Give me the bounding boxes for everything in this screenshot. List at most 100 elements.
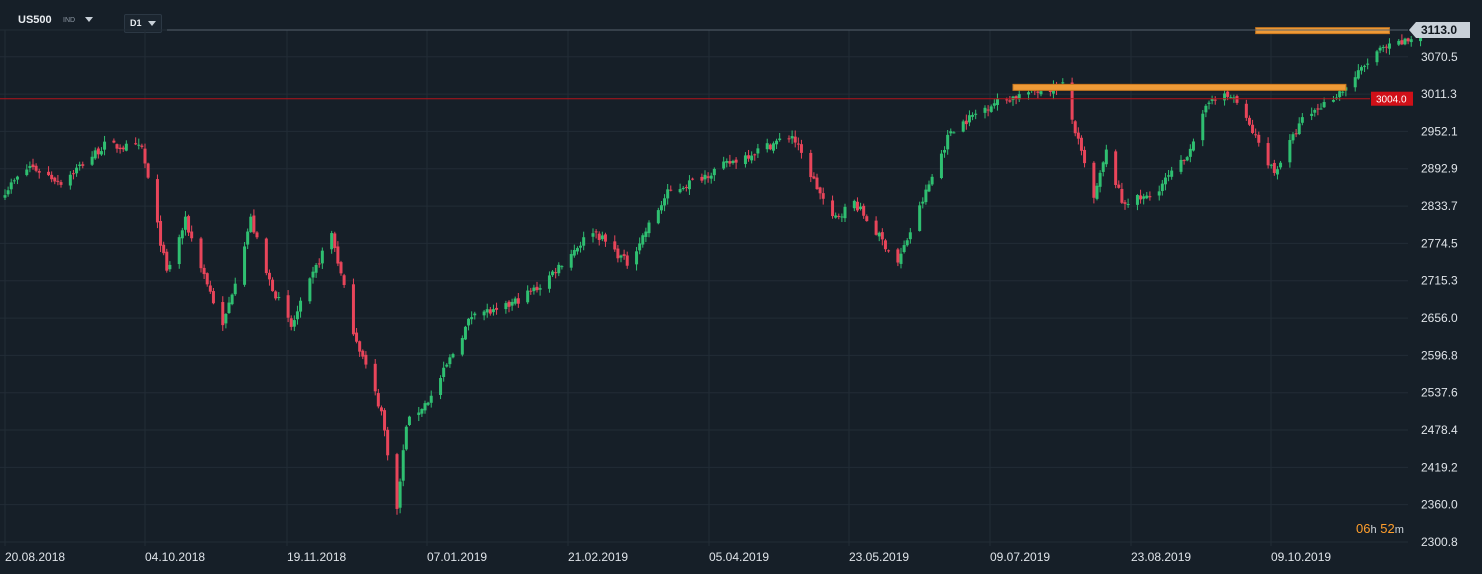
resistance-zone-bar[interactable] (1012, 83, 1347, 91)
candle-body (1288, 140, 1292, 163)
candle-body (28, 166, 32, 168)
time-axis-tick-label[interactable]: 23.05.2019 (849, 550, 909, 564)
candle-body (1101, 162, 1105, 172)
candle-body (799, 144, 803, 153)
candle-body (1070, 82, 1074, 120)
candle-body (700, 176, 704, 181)
candle-body (168, 264, 172, 270)
candle-body (333, 233, 337, 248)
candle-body (983, 107, 987, 113)
candle-body (358, 341, 362, 352)
candle-body (821, 193, 825, 199)
candle-body (1341, 91, 1345, 93)
candle-body (1092, 162, 1096, 198)
chevron-down-icon[interactable] (85, 17, 93, 22)
candle-body (625, 255, 629, 266)
candle-body (613, 241, 617, 250)
candle-body (1235, 96, 1239, 103)
candle-body (243, 246, 247, 285)
candle-body (603, 234, 607, 242)
candle-body (943, 150, 947, 153)
candle-body (1142, 196, 1146, 199)
candle-body (859, 206, 863, 209)
price-axis-tick-label[interactable]: 2833.7 (1421, 199, 1458, 213)
price-axis-tick-label[interactable]: 2656.0 (1421, 311, 1458, 325)
candle-body (93, 150, 97, 159)
candle-body (1356, 70, 1360, 79)
candle-body (187, 216, 191, 233)
resistance-zone-bar[interactable] (1255, 27, 1390, 35)
candle-body (616, 248, 620, 259)
price-axis-tick-label[interactable]: 2419.2 (1421, 460, 1458, 474)
candle-body (535, 286, 539, 291)
price-axis-tick-label[interactable]: 2537.6 (1421, 386, 1458, 400)
candle-body (470, 317, 474, 320)
candle-body (485, 309, 489, 313)
candle-body (227, 302, 231, 314)
candle-body (1254, 134, 1258, 136)
candle-body (641, 235, 645, 245)
time-axis-tick-label[interactable]: 09.07.2019 (990, 550, 1050, 564)
candle-body (1223, 93, 1227, 101)
time-axis-tick-label[interactable]: 09.10.2019 (1271, 550, 1331, 564)
candle-body (513, 298, 517, 304)
price-axis-tick-label[interactable]: 2952.1 (1421, 124, 1458, 138)
time-axis-tick-label[interactable]: 21.02.2019 (568, 550, 628, 564)
time-axis[interactable]: 20.08.2018 04.10.2018 19.11.2018 07.01.2019… (5, 550, 1331, 564)
price-axis-tick-label[interactable]: 2596.8 (1421, 348, 1458, 362)
candle-body (1406, 38, 1410, 42)
candle-body (473, 313, 477, 316)
candle-body (902, 245, 906, 253)
candle-body (448, 357, 452, 365)
candle-body (267, 272, 271, 280)
time-axis-tick-label[interactable]: 19.11.2018 (287, 550, 346, 564)
timeframe-selector[interactable]: D1 (124, 14, 162, 33)
candle-body (731, 160, 735, 163)
candle-body (1123, 202, 1127, 204)
candle-body (974, 113, 978, 115)
candle-body (295, 311, 299, 320)
price-axis-tick-label[interactable]: 2774.5 (1421, 236, 1458, 250)
candle-body (709, 175, 713, 179)
candle-body (1226, 91, 1230, 97)
candle-body (47, 171, 51, 176)
price-axis-tick-label[interactable]: 2300.8 (1421, 535, 1458, 549)
time-axis-tick-label[interactable]: 23.08.2019 (1131, 550, 1191, 564)
candle-body (896, 249, 900, 263)
candle-body (467, 318, 471, 326)
candle-body (246, 231, 250, 245)
price-axis-tick-label[interactable]: 3011.3 (1421, 87, 1457, 101)
candle-body (768, 144, 772, 150)
candle-body (429, 395, 433, 403)
price-axis-tick-label[interactable]: 2892.9 (1421, 162, 1458, 176)
candle-body (712, 168, 716, 176)
price-axis-tick-label[interactable]: 2478.4 (1421, 423, 1458, 437)
candle-body (703, 174, 707, 180)
candle-body (734, 159, 738, 163)
candle-body (320, 250, 324, 264)
candle-body (684, 186, 688, 188)
candle-body (765, 143, 769, 150)
candle-body (379, 407, 383, 412)
symbol-label[interactable]: US500 (18, 14, 52, 26)
candle-body (208, 285, 212, 292)
candle-body (1188, 148, 1192, 157)
time-axis-tick-label[interactable]: 04.10.2018 (145, 550, 205, 564)
price-axis-tick-label[interactable]: 3070.5 (1421, 50, 1458, 64)
price-axis-tick-label[interactable]: 2715.3 (1421, 274, 1458, 288)
candle-body (1036, 91, 1040, 93)
candle-body (355, 332, 359, 342)
candle-body (211, 291, 215, 304)
time-axis-tick-label[interactable]: 20.08.2018 (5, 550, 65, 564)
candle-body (1157, 191, 1161, 196)
time-axis-tick-label[interactable]: 07.01.2019 (427, 550, 487, 564)
candle-body (1191, 141, 1195, 151)
candle-body (666, 189, 670, 199)
candle-body (526, 290, 530, 303)
price-axis[interactable]: 3070.5 3011.3 2952.1 2892.9 2833.7 2774.5 2715… (1421, 50, 1458, 549)
time-axis-tick-label[interactable]: 05.04.2019 (709, 550, 769, 564)
candle-body (75, 167, 79, 174)
candle-body (1135, 195, 1139, 205)
price-axis-tick-label[interactable]: 2360.0 (1421, 498, 1458, 512)
